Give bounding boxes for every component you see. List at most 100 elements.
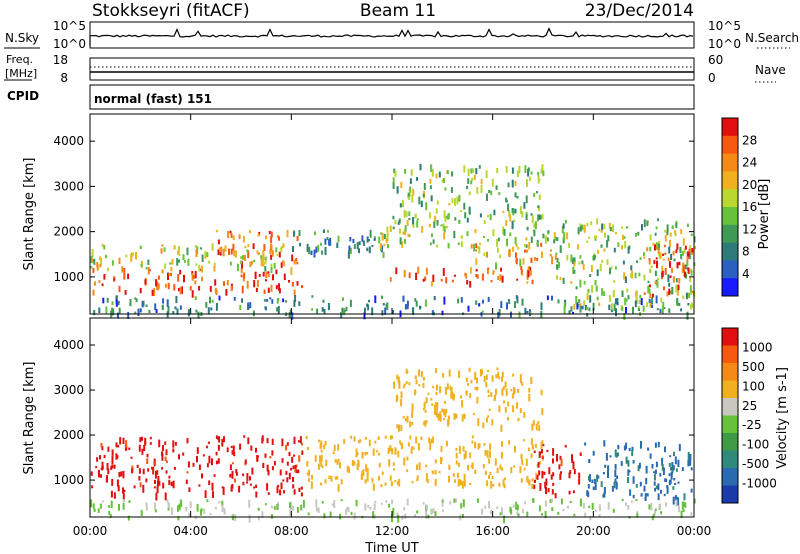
data-cell bbox=[659, 473, 662, 477]
data-cell bbox=[381, 232, 384, 241]
data-cell bbox=[320, 449, 323, 453]
data-cell bbox=[531, 279, 534, 285]
data-cell bbox=[415, 300, 418, 307]
data-cell bbox=[498, 192, 501, 196]
data-cell bbox=[202, 454, 205, 457]
data-cell bbox=[107, 468, 110, 475]
data-cell bbox=[546, 449, 549, 453]
data-cell bbox=[358, 248, 360, 254]
data-cell bbox=[467, 383, 469, 386]
data-cell bbox=[262, 254, 265, 261]
data-cell bbox=[161, 244, 164, 247]
data-cell bbox=[400, 391, 403, 399]
data-cell bbox=[433, 296, 436, 301]
data-cell bbox=[566, 232, 569, 240]
data-cell bbox=[531, 423, 534, 431]
data-cell bbox=[116, 479, 119, 487]
data-cell bbox=[211, 243, 214, 251]
data-cell bbox=[457, 479, 460, 487]
y-tick-label: 1000 bbox=[53, 473, 84, 487]
data-cell bbox=[411, 403, 414, 412]
data-cell bbox=[664, 268, 667, 275]
data-cell bbox=[416, 510, 419, 514]
data-cell bbox=[189, 286, 192, 291]
data-cell bbox=[260, 255, 263, 259]
data-cell bbox=[577, 227, 580, 235]
data-cell bbox=[157, 283, 160, 289]
data-cell bbox=[154, 479, 156, 484]
data-cell bbox=[406, 456, 409, 461]
data-cell bbox=[542, 444, 545, 447]
data-cell bbox=[540, 242, 543, 247]
data-cell bbox=[635, 291, 638, 298]
data-cell bbox=[455, 413, 458, 419]
data-cell bbox=[168, 502, 170, 508]
data-cell bbox=[353, 461, 356, 466]
data-cell bbox=[109, 513, 112, 518]
data-cell bbox=[131, 468, 134, 474]
colorbar-tick-label: 4 bbox=[742, 267, 750, 281]
data-cell bbox=[345, 509, 348, 515]
data-cell bbox=[654, 469, 657, 474]
data-cell bbox=[689, 245, 692, 251]
data-cell bbox=[657, 441, 660, 448]
data-cell bbox=[408, 196, 411, 200]
data-cell bbox=[122, 492, 125, 501]
nsky-tick-high: 10^5 bbox=[53, 19, 86, 33]
data-cell bbox=[474, 469, 477, 474]
data-cell bbox=[111, 461, 114, 469]
data-cell bbox=[145, 502, 148, 507]
data-cell bbox=[639, 257, 642, 260]
data-cell bbox=[280, 482, 283, 490]
cpid-panel-frame bbox=[89, 84, 695, 110]
data-cell bbox=[494, 458, 497, 466]
data-cell bbox=[675, 249, 678, 254]
data-cell bbox=[621, 290, 624, 297]
data-cell bbox=[168, 479, 171, 486]
data-cell bbox=[678, 278, 681, 284]
data-cell bbox=[621, 245, 624, 248]
data-cell bbox=[473, 243, 476, 252]
data-cell bbox=[674, 482, 677, 485]
cpid-label: CPID bbox=[7, 89, 39, 103]
data-cell bbox=[498, 376, 501, 380]
data-cell bbox=[215, 435, 218, 439]
data-cell bbox=[539, 461, 542, 465]
data-cell bbox=[651, 464, 654, 469]
data-cell bbox=[412, 307, 415, 316]
data-cell bbox=[119, 437, 122, 445]
data-cell bbox=[355, 499, 358, 507]
data-cell bbox=[627, 505, 630, 510]
data-cell bbox=[627, 469, 630, 476]
data-cell bbox=[531, 483, 534, 490]
data-cell bbox=[414, 375, 417, 380]
data-cell bbox=[396, 374, 399, 380]
data-cell bbox=[559, 473, 562, 480]
data-cell bbox=[398, 220, 401, 223]
data-cell bbox=[271, 438, 274, 445]
data-cell bbox=[476, 386, 479, 391]
data-cell bbox=[293, 489, 296, 495]
data-cell bbox=[572, 461, 575, 470]
data-cell bbox=[540, 389, 543, 396]
colorbar-swatch bbox=[722, 242, 738, 261]
data-cell bbox=[488, 190, 491, 193]
data-cell bbox=[686, 311, 689, 320]
data-cell bbox=[627, 246, 630, 254]
data-cell bbox=[541, 213, 544, 220]
data-cell bbox=[422, 278, 425, 282]
data-cell bbox=[197, 311, 200, 319]
data-cell bbox=[178, 454, 180, 460]
colorbar-swatch bbox=[722, 207, 738, 226]
data-cell bbox=[662, 467, 665, 475]
data-cell bbox=[406, 300, 409, 306]
data-cell bbox=[292, 484, 295, 489]
data-cell bbox=[402, 385, 405, 389]
data-cell bbox=[378, 475, 381, 481]
data-cell bbox=[266, 483, 269, 491]
data-cell bbox=[668, 282, 671, 287]
data-cell bbox=[139, 245, 142, 249]
data-cell bbox=[330, 476, 333, 482]
data-cell bbox=[575, 286, 578, 290]
data-cell bbox=[656, 260, 658, 269]
